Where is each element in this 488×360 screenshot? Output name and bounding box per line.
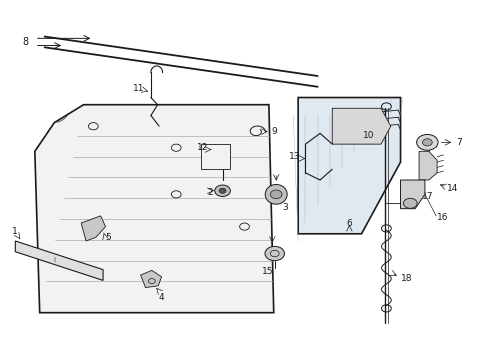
Circle shape (422, 139, 431, 146)
Text: 2: 2 (207, 188, 212, 197)
Polygon shape (81, 216, 105, 241)
Text: 4: 4 (159, 293, 164, 302)
Polygon shape (15, 241, 103, 280)
Text: 6: 6 (346, 219, 351, 228)
Text: 12: 12 (196, 143, 207, 152)
Polygon shape (141, 270, 161, 288)
Text: 3: 3 (282, 203, 288, 212)
Circle shape (264, 246, 284, 261)
Polygon shape (400, 180, 424, 209)
Circle shape (416, 134, 437, 150)
Polygon shape (418, 151, 436, 180)
Polygon shape (298, 98, 400, 234)
Circle shape (219, 188, 225, 193)
Polygon shape (35, 105, 273, 313)
Text: 11: 11 (133, 84, 144, 93)
Polygon shape (331, 108, 390, 144)
Ellipse shape (264, 184, 286, 204)
FancyBboxPatch shape (200, 144, 229, 169)
Text: 1: 1 (12, 226, 18, 235)
Text: 13: 13 (288, 152, 300, 161)
Text: 17: 17 (421, 192, 432, 201)
Text: 10: 10 (363, 131, 374, 140)
Circle shape (270, 190, 282, 199)
Text: 15: 15 (262, 267, 273, 276)
Text: 14: 14 (446, 184, 457, 193)
Text: |: | (53, 256, 55, 262)
Text: 8: 8 (22, 37, 28, 47)
Text: 16: 16 (436, 213, 447, 222)
Text: 5: 5 (105, 233, 111, 242)
Text: 18: 18 (400, 274, 411, 283)
Text: 9: 9 (271, 127, 277, 136)
Circle shape (214, 185, 230, 197)
Circle shape (403, 198, 416, 208)
Text: 7: 7 (456, 138, 462, 147)
